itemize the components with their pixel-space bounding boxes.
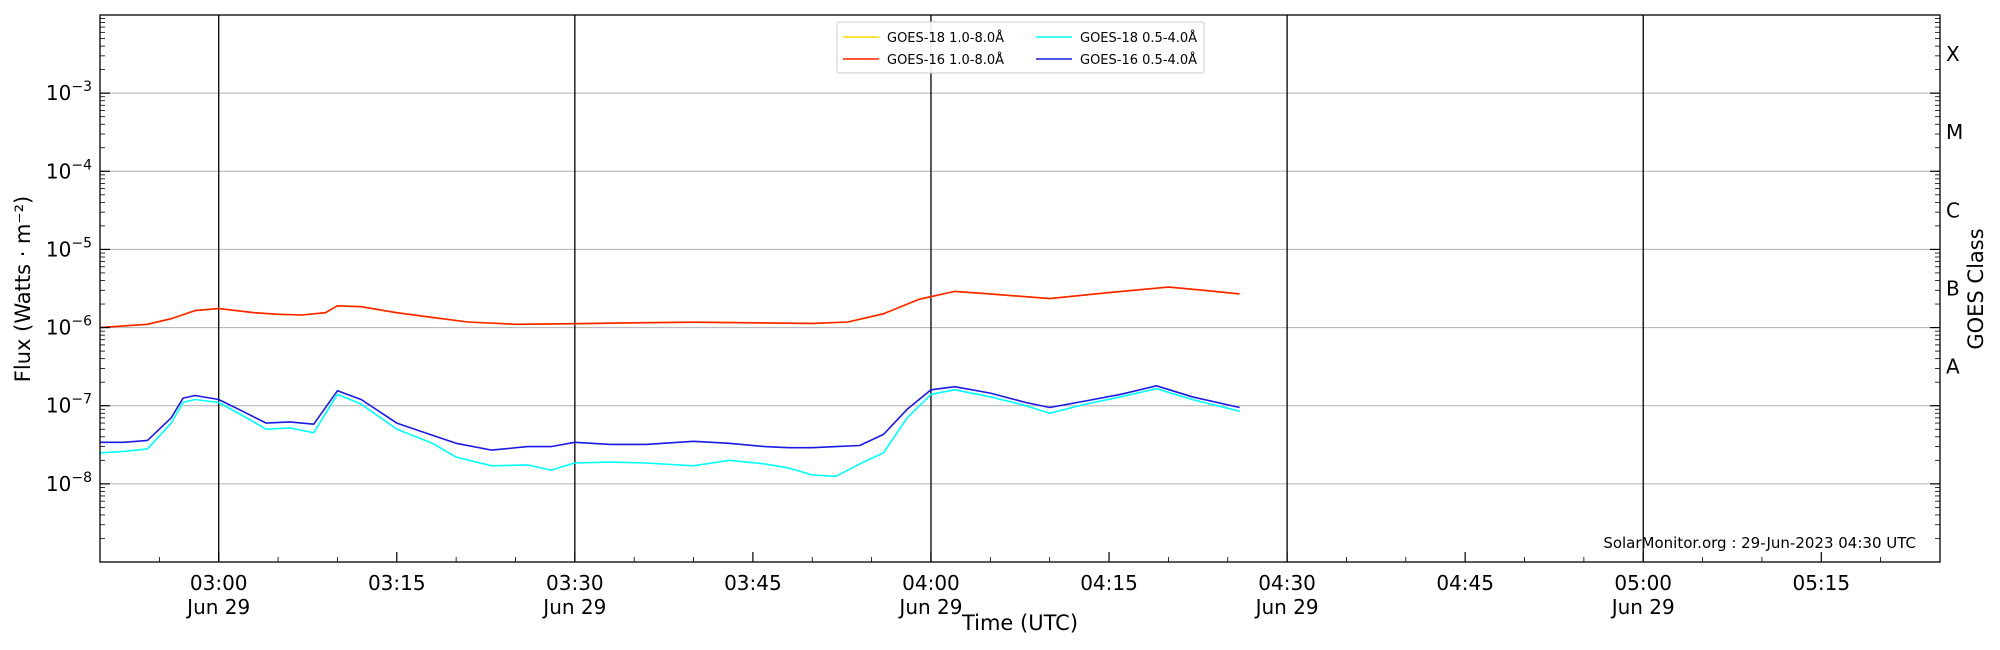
x-tick-date-label: Jun 29 bbox=[185, 595, 250, 619]
x-tick-label: 03:15 bbox=[368, 571, 426, 595]
goes-class-label: M bbox=[1946, 120, 1963, 144]
y-tick-label: 10−5 bbox=[46, 235, 92, 261]
goes-class-label: X bbox=[1946, 42, 1960, 66]
legend-box bbox=[836, 21, 1205, 74]
plot-frame bbox=[99, 14, 1941, 563]
y-tick-label: 10−8 bbox=[46, 470, 92, 496]
x-tick-label: 05:00 bbox=[1614, 571, 1672, 595]
y-tick-label: 10−3 bbox=[46, 79, 92, 105]
series-line bbox=[99, 387, 1240, 478]
legend: GOES-18 1.0-8.0Å GOES-18 0.5-4.0Å GOES-16 … bbox=[836, 21, 1205, 74]
series-line bbox=[100, 384, 1240, 451]
x-tick-date-label: Jun 29 bbox=[1254, 595, 1319, 619]
x-tick-label: 05:15 bbox=[1792, 571, 1850, 595]
goes-class-labels: X M C B A bbox=[1946, 42, 1963, 379]
x-tick-date-label: Jun 29 bbox=[897, 595, 962, 619]
x-tick-label: 03:00 bbox=[190, 571, 248, 595]
x-tick-label: 04:30 bbox=[1258, 571, 1316, 595]
y-axis-label: Flux (Watts · m⁻²) bbox=[11, 196, 35, 382]
legend-label: GOES-16 1.0-8.0Å bbox=[887, 52, 1004, 68]
x-axis-label: Time (UTC) bbox=[961, 611, 1078, 635]
y-tick-label: 10−7 bbox=[46, 392, 92, 418]
x-tick-date-label: Jun 29 bbox=[1610, 595, 1675, 619]
series-line bbox=[99, 286, 1240, 329]
legend-label: GOES-18 0.5-4.0Å bbox=[1080, 30, 1197, 46]
goes-class-label: A bbox=[1946, 355, 1960, 379]
day-tick-lines bbox=[218, 15, 1644, 562]
goes-class-label: B bbox=[1946, 277, 1960, 301]
legend-label: GOES-16 0.5-4.0Å bbox=[1080, 52, 1197, 68]
x-tick-label: 04:15 bbox=[1080, 571, 1138, 595]
x-tick-label: 04:45 bbox=[1436, 571, 1494, 595]
y-tick-label: 10−6 bbox=[46, 314, 92, 340]
series-lines bbox=[99, 286, 1240, 478]
grid bbox=[100, 92, 1940, 485]
x-tick-label: 03:45 bbox=[724, 571, 782, 595]
x-tick-date-label: Jun 29 bbox=[541, 595, 606, 619]
goes-class-axis-label: GOES Class bbox=[1964, 228, 1988, 349]
x-tick-label: 03:30 bbox=[546, 571, 604, 595]
y-tick-label: 10−4 bbox=[46, 157, 92, 183]
goes-class-label: C bbox=[1946, 198, 1960, 222]
x-tick-label: 04:00 bbox=[902, 571, 960, 595]
y-ticks: 10−3 10−4 10−5 10−6 10−7 10−8 bbox=[46, 18, 1940, 539]
legend-label: GOES-18 1.0-8.0Å bbox=[887, 30, 1004, 46]
credit-text: SolarMonitor.org : 29-Jun-2023 04:30 UTC bbox=[1603, 534, 1916, 552]
